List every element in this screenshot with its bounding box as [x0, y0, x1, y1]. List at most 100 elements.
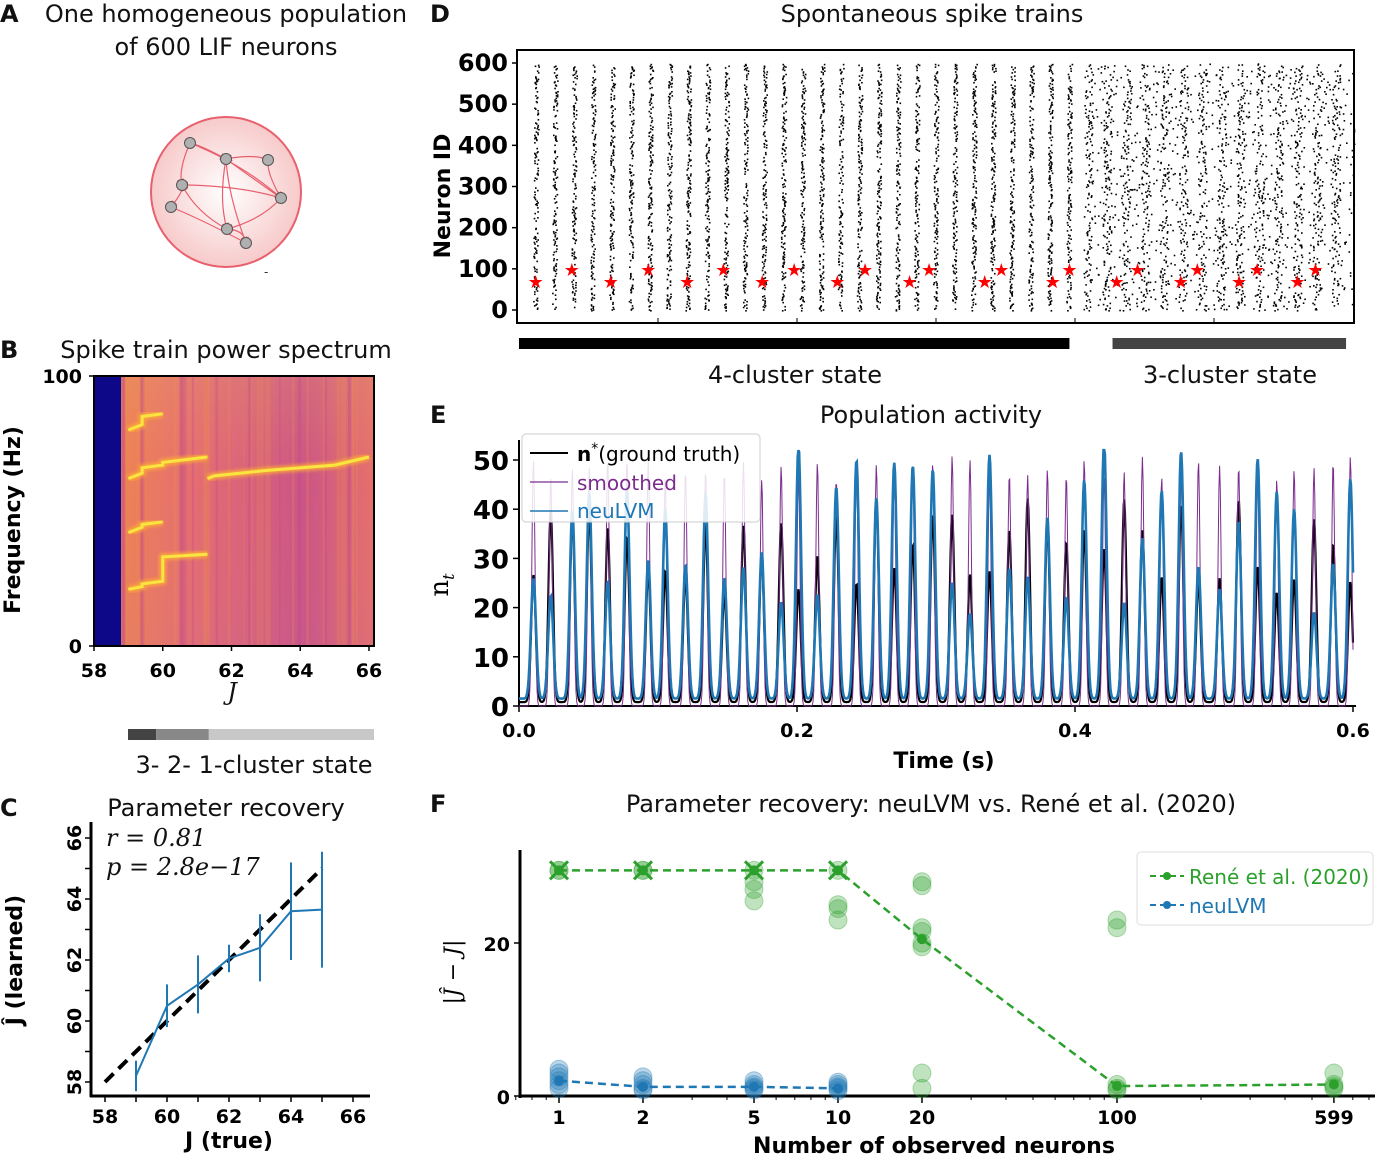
spike [764, 184, 766, 186]
spike [689, 160, 691, 162]
spike [575, 114, 578, 116]
spike [991, 183, 994, 185]
spike [744, 305, 746, 307]
spike [1068, 123, 1070, 125]
spike [611, 212, 614, 214]
spike [916, 169, 918, 171]
spike [1091, 111, 1093, 113]
spike [877, 90, 879, 92]
spike [953, 289, 955, 291]
spike [897, 268, 899, 270]
spike [955, 255, 957, 258]
spike [897, 136, 899, 138]
spike [973, 242, 975, 245]
spike [857, 198, 860, 200]
spike [859, 305, 862, 307]
spike [917, 293, 920, 296]
spike [1050, 197, 1053, 199]
spike [1088, 155, 1090, 158]
spike [724, 240, 726, 242]
spike [974, 95, 977, 97]
spike [1032, 272, 1034, 275]
spike [612, 82, 615, 85]
spike [574, 292, 576, 295]
spike [799, 268, 802, 271]
spike [821, 272, 824, 275]
spike [897, 67, 899, 70]
spike [991, 226, 994, 229]
spike [1099, 88, 1101, 91]
spike [707, 184, 709, 187]
spike [803, 108, 805, 110]
spike [724, 231, 726, 234]
spike [1106, 154, 1109, 156]
spike [576, 77, 578, 80]
spike [783, 94, 785, 96]
spike [611, 269, 613, 272]
spike [935, 257, 938, 259]
spike [1049, 175, 1051, 177]
spike [1105, 168, 1108, 170]
spike [686, 78, 689, 81]
spike [897, 198, 899, 201]
spike [1122, 287, 1125, 290]
spike [974, 124, 977, 127]
spike [742, 281, 745, 283]
spike [687, 190, 689, 193]
spike [650, 151, 652, 153]
spike [537, 124, 540, 127]
spike [668, 143, 670, 146]
spike [704, 214, 707, 217]
spike [973, 280, 975, 282]
spike [1047, 238, 1050, 240]
spike [896, 173, 898, 175]
spike [1088, 154, 1091, 157]
spike [667, 132, 670, 134]
spike [877, 210, 879, 212]
spike [861, 173, 863, 175]
spike [743, 220, 745, 222]
spike [706, 127, 708, 129]
spike [1032, 147, 1035, 150]
spike [956, 101, 959, 104]
spike [707, 190, 710, 193]
spike [612, 301, 614, 304]
spike [785, 226, 787, 228]
spike [973, 100, 976, 102]
spike [782, 258, 784, 260]
spike [765, 84, 768, 86]
spike [1100, 72, 1103, 74]
spike [630, 299, 632, 301]
spike [955, 193, 958, 196]
spike [745, 199, 747, 202]
spike [593, 250, 595, 253]
spike [898, 269, 901, 272]
spike [571, 281, 573, 283]
spike [880, 175, 882, 178]
spike [1066, 189, 1069, 192]
spike [1068, 159, 1070, 161]
spike [1124, 100, 1127, 103]
spike [897, 160, 899, 162]
spike [573, 108, 575, 110]
spike [763, 100, 765, 102]
spike [766, 144, 768, 147]
spike [1089, 170, 1091, 172]
spike [745, 266, 747, 268]
spike [668, 205, 670, 207]
spike [991, 201, 993, 203]
spike [1033, 95, 1035, 98]
spike [915, 273, 918, 276]
spike [670, 293, 672, 296]
spike [727, 158, 730, 161]
spike [704, 307, 707, 310]
spike [990, 205, 993, 207]
spike [1086, 156, 1088, 159]
spike [649, 259, 652, 261]
spike [556, 237, 559, 240]
spike [763, 72, 766, 74]
spike [801, 205, 804, 207]
spike [553, 268, 555, 270]
spectrum-ridge [206, 455, 370, 480]
spike [1134, 141, 1137, 144]
